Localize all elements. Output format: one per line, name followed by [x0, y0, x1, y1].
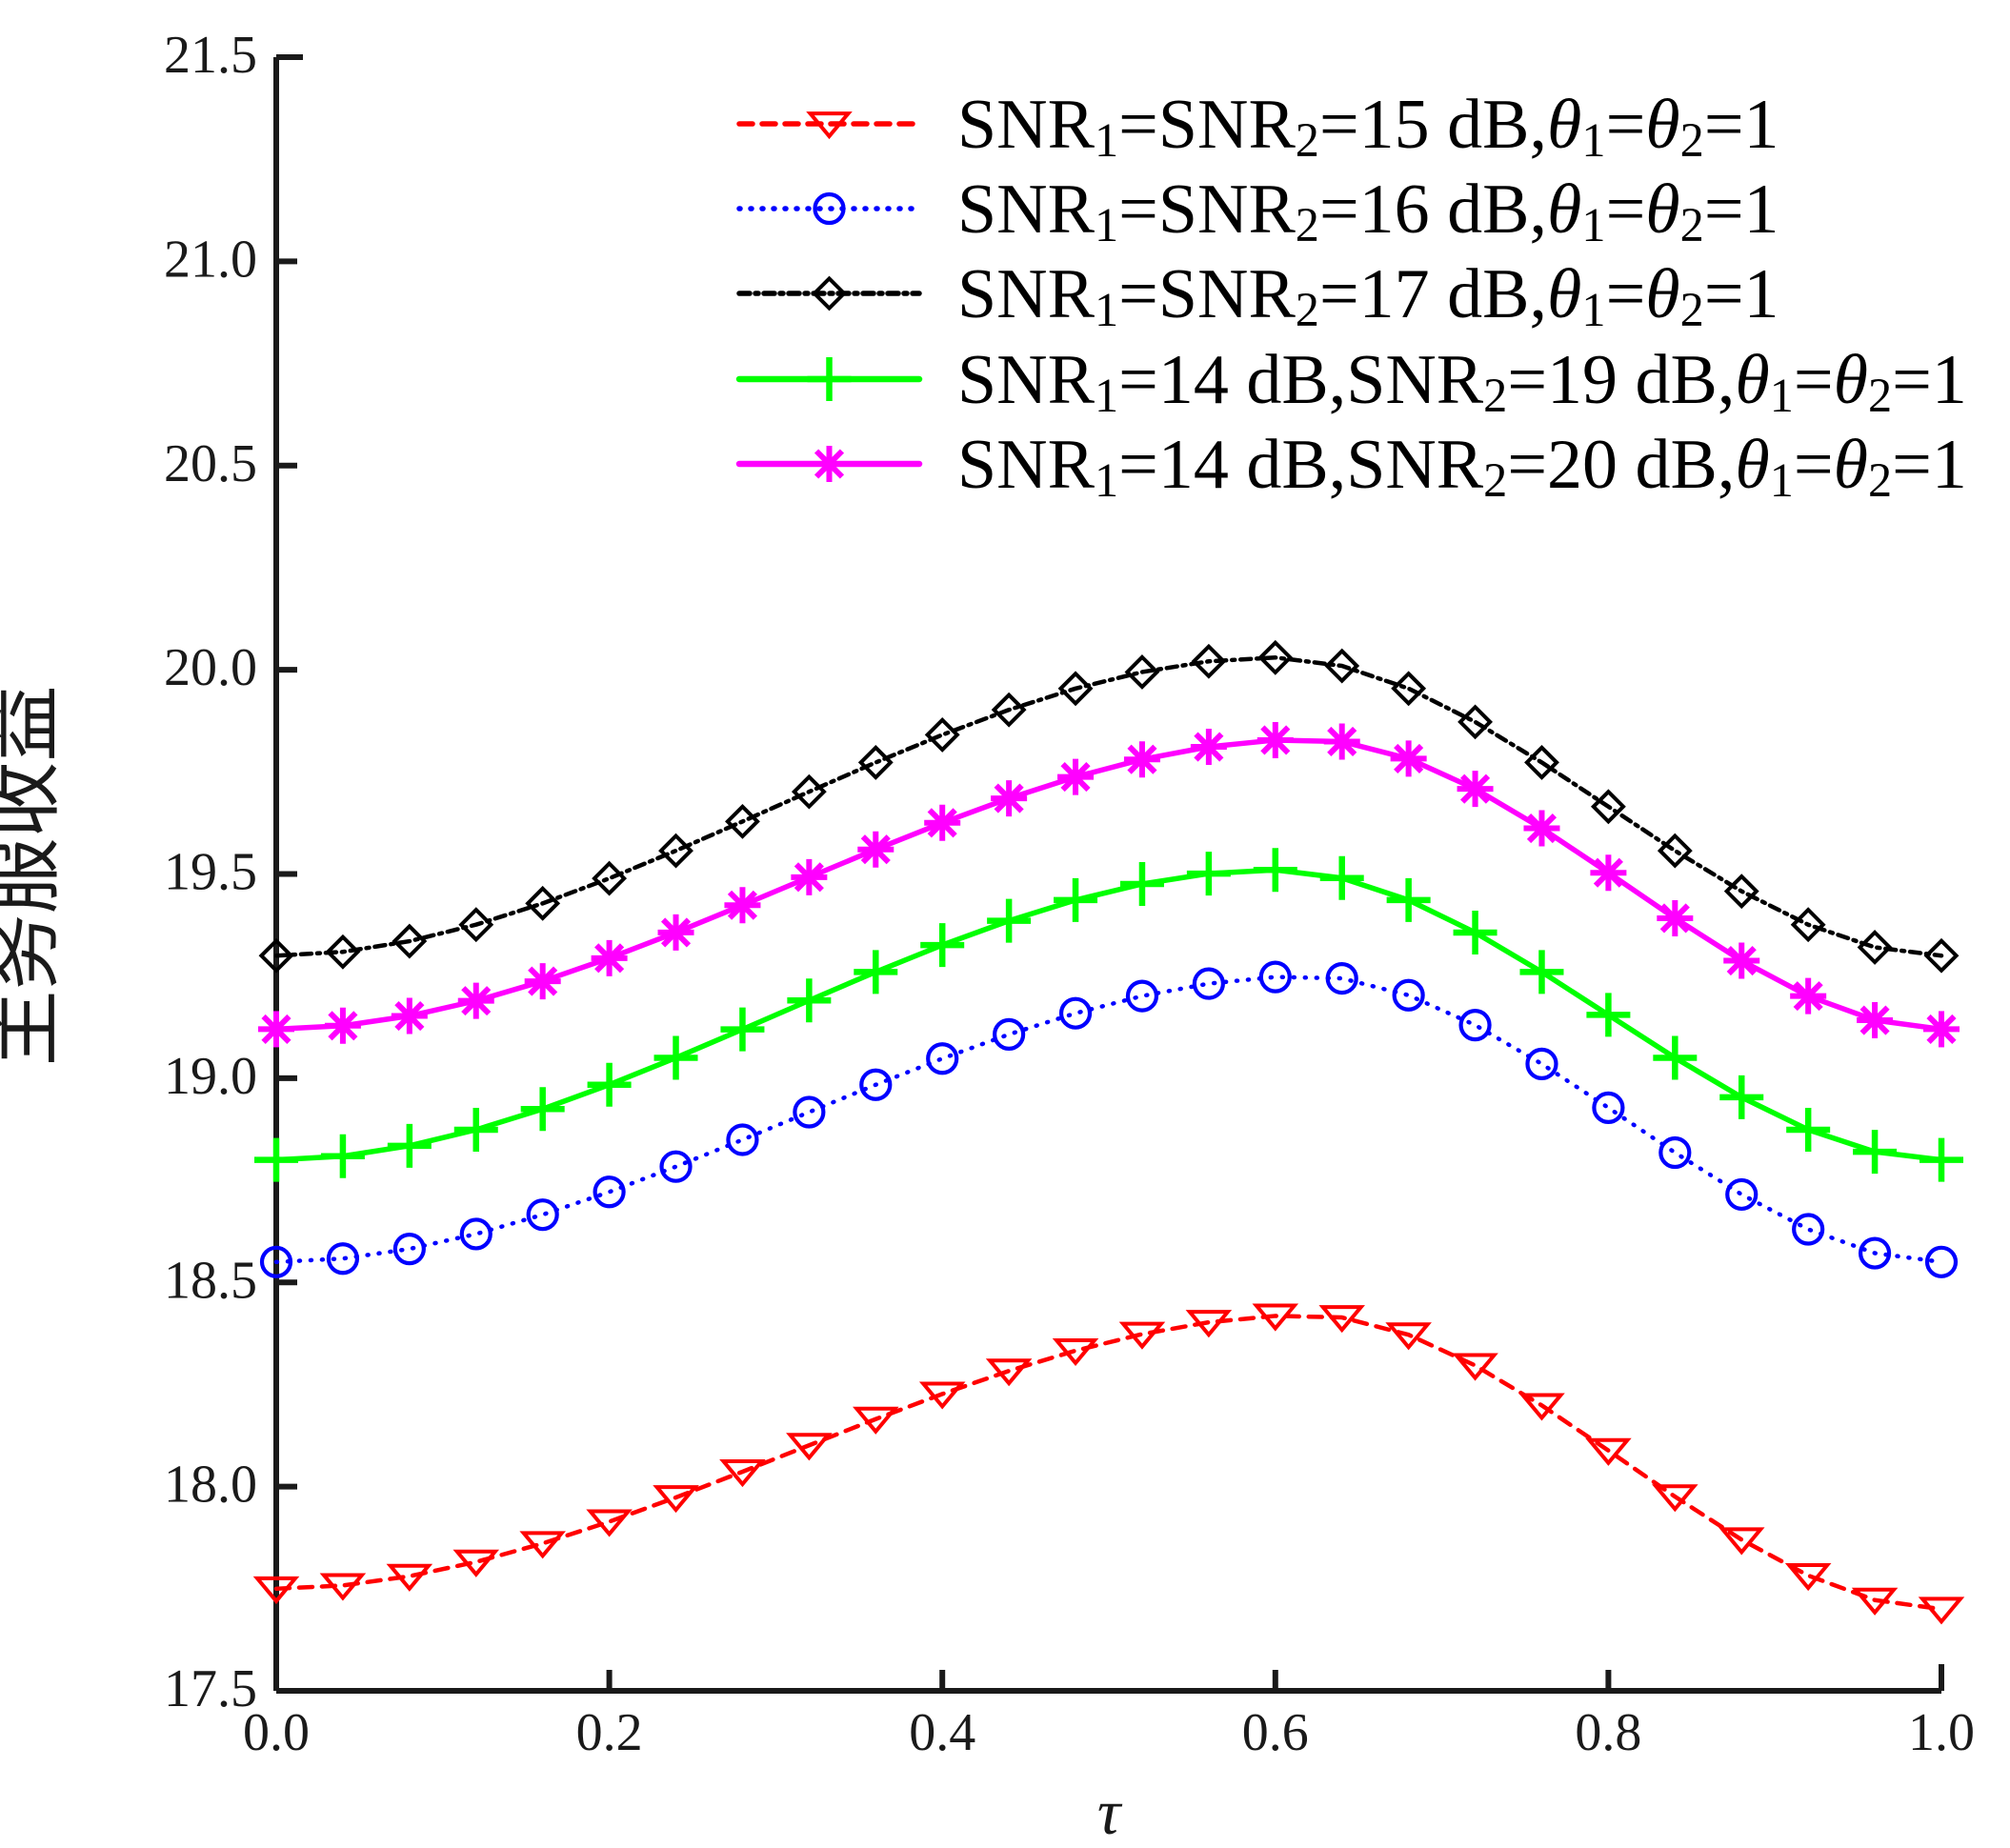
- svg-text:20.0: 20.0: [164, 638, 257, 697]
- svg-text:18.5: 18.5: [164, 1251, 257, 1310]
- svg-text:SNR1=SNR2=15 dB,θ1=θ2=1: SNR1=SNR2=15 dB,θ1=θ2=1: [957, 86, 1779, 167]
- svg-text:主务服收益: 主务服收益: [0, 686, 68, 1067]
- svg-text:SNR1=SNR2=17 dB,θ1=θ2=1: SNR1=SNR2=17 dB,θ1=θ2=1: [957, 255, 1779, 336]
- svg-text:0.4: 0.4: [909, 1703, 975, 1762]
- svg-text:0.0: 0.0: [243, 1703, 310, 1762]
- svg-text:19.5: 19.5: [164, 843, 257, 902]
- svg-text:0.6: 0.6: [1242, 1703, 1309, 1762]
- svg-text:21.0: 21.0: [164, 230, 257, 289]
- svg-text:0.2: 0.2: [576, 1703, 643, 1762]
- svg-text:SNR1=SNR2=16 dB,θ1=θ2=1: SNR1=SNR2=16 dB,θ1=θ2=1: [957, 171, 1779, 251]
- svg-text:0.8: 0.8: [1575, 1703, 1641, 1762]
- svg-text:21.5: 21.5: [164, 26, 257, 85]
- svg-text:19.0: 19.0: [164, 1047, 257, 1106]
- svg-text:1.0: 1.0: [1908, 1703, 1975, 1762]
- svg-text:τ: τ: [1097, 1776, 1123, 1848]
- svg-text:18.0: 18.0: [164, 1456, 257, 1515]
- svg-text:20.5: 20.5: [164, 434, 257, 493]
